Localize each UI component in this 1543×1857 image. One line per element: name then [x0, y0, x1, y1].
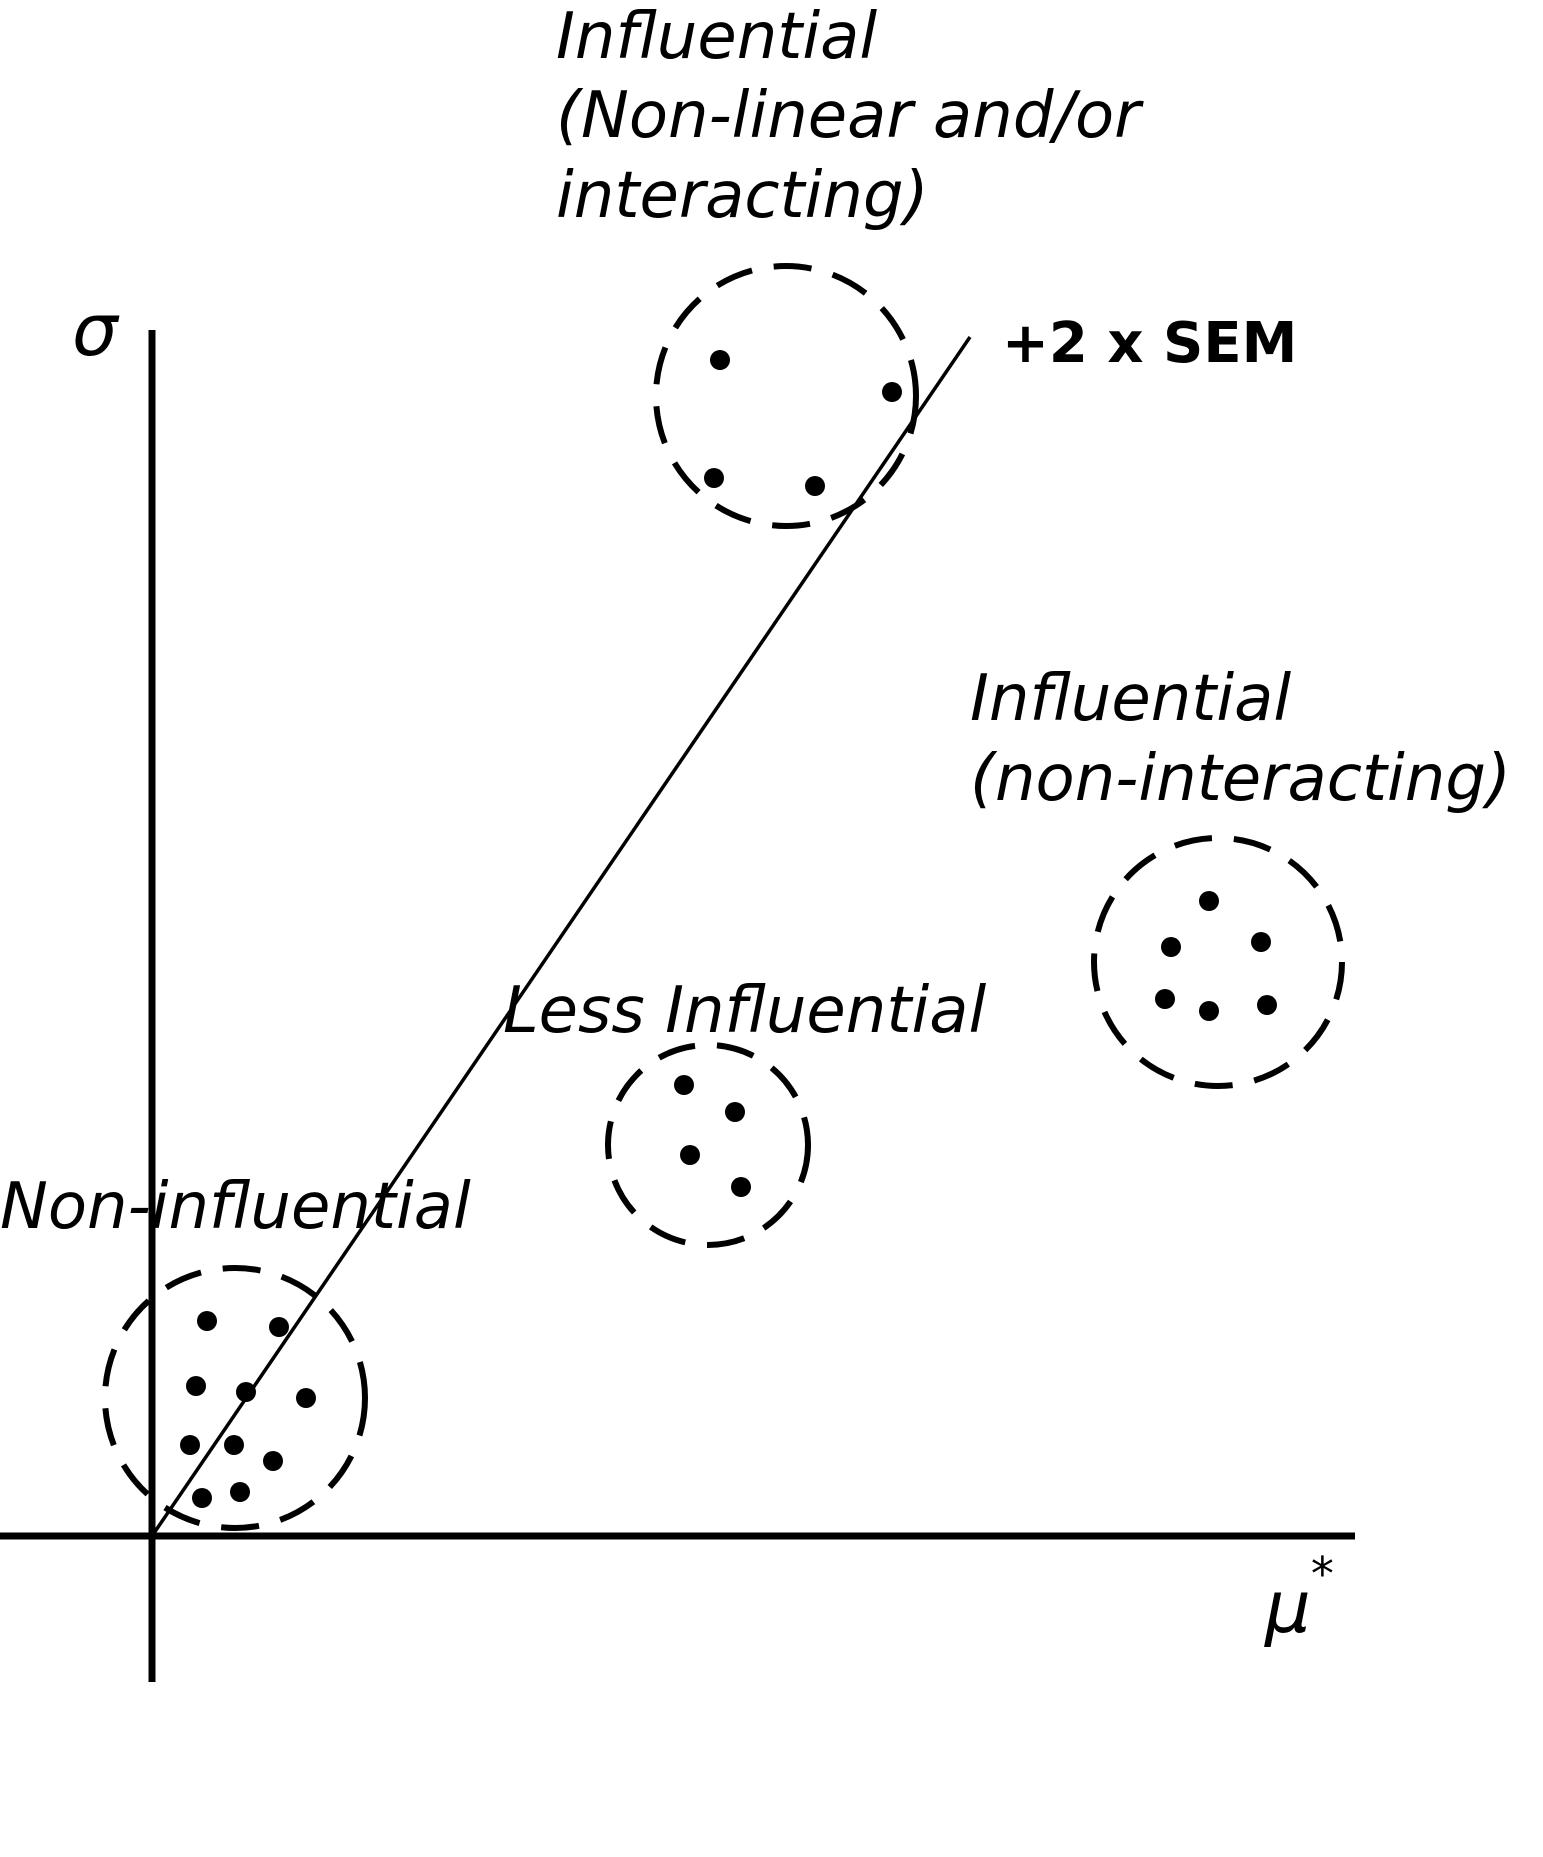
bottom-cluster-point [192, 1488, 212, 1508]
bottom-group-label: Non-influential [0, 1170, 471, 1244]
bottom-cluster [102, 1265, 368, 1531]
top-cluster-point [805, 476, 825, 496]
top-group-label-line2: (Non-linear and/or [556, 79, 1144, 153]
middle-cluster-point [725, 1102, 745, 1122]
sem-threshold-line [150, 336, 972, 1537]
right-cluster [1091, 835, 1345, 1089]
bottom-cluster-point [230, 1482, 250, 1502]
bottom-cluster-point [236, 1382, 256, 1402]
bottom-cluster-point [186, 1376, 206, 1396]
bottom-cluster-outline [102, 1265, 368, 1531]
top-cluster [653, 263, 919, 529]
middle-group-label: Less Influential [503, 974, 986, 1048]
right-cluster-point [1199, 1001, 1219, 1021]
right-cluster-point [1257, 995, 1277, 1015]
middle-cluster-point [674, 1075, 694, 1095]
top-group-label-line1: Influential [556, 0, 877, 74]
y-axis-label: σ [72, 288, 120, 372]
top-cluster-point [704, 468, 724, 488]
middle-cluster-point [680, 1145, 700, 1165]
bottom-cluster-point [180, 1435, 200, 1455]
bottom-cluster-point [263, 1451, 283, 1471]
bottom-cluster-point [296, 1388, 316, 1408]
right-cluster-point [1155, 989, 1175, 1009]
x-axis-superscript: * [1311, 1547, 1334, 1601]
bottom-cluster-point [224, 1435, 244, 1455]
right-group-label-line1: Influential [970, 662, 1291, 736]
top-cluster-outline [653, 263, 919, 529]
top-cluster-point [710, 350, 730, 370]
middle-cluster-point [731, 1177, 751, 1197]
bottom-cluster-point [197, 1311, 217, 1331]
right-cluster-point [1251, 932, 1271, 952]
sem-threshold-label: +2 x SEM [1002, 311, 1297, 376]
x-axis-label: μ* [1264, 1547, 1334, 1649]
top-group-label-line3: interacting) [556, 159, 929, 233]
right-cluster-point [1161, 937, 1181, 957]
right-cluster-outline [1091, 835, 1345, 1089]
middle-cluster [605, 1042, 811, 1248]
right-group-label-line2: (non-interacting) [970, 742, 1511, 816]
middle-cluster-outline [605, 1042, 811, 1248]
bottom-cluster-point [269, 1317, 289, 1337]
x-axis-symbol: μ [1264, 1565, 1311, 1649]
top-cluster-point [882, 382, 902, 402]
right-cluster-point [1199, 891, 1219, 911]
